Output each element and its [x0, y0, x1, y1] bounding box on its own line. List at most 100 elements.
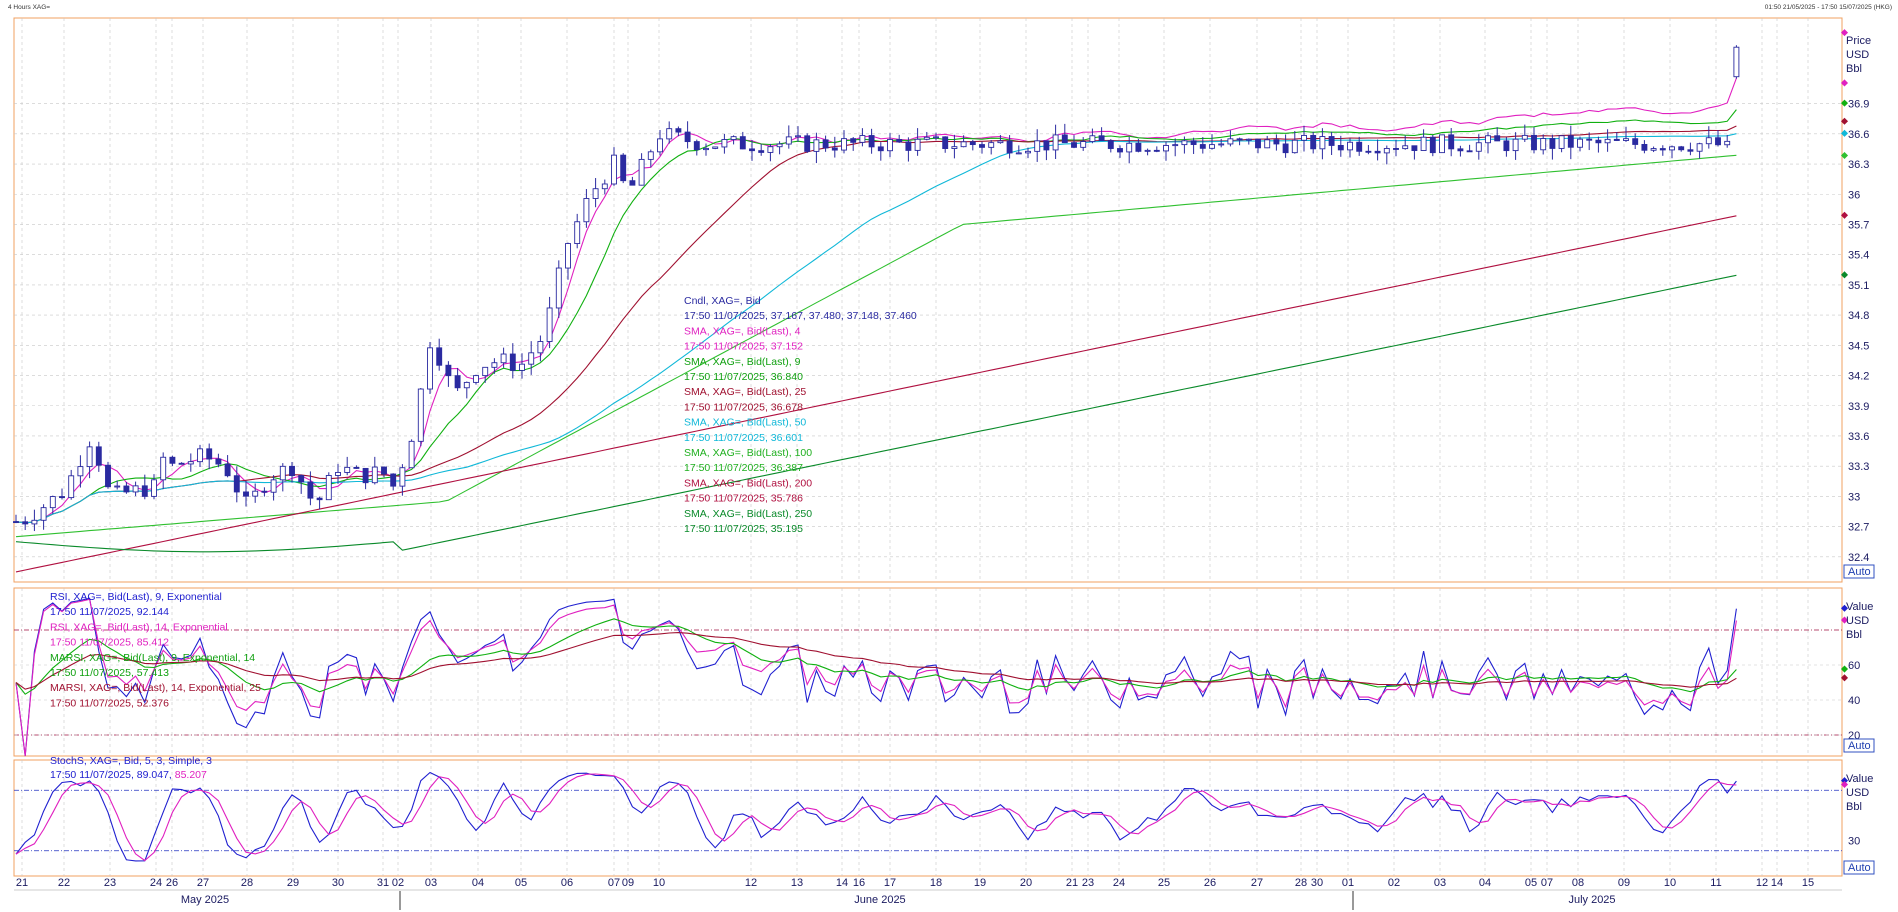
candle [1034, 129, 1041, 162]
candle [141, 474, 148, 500]
candle [1669, 145, 1675, 159]
candle [1457, 145, 1464, 157]
candle [758, 144, 765, 156]
candle [629, 176, 636, 186]
candle [114, 480, 121, 490]
candle [969, 139, 976, 151]
panel-frame [13, 759, 1843, 877]
candle [197, 444, 203, 467]
candle [335, 463, 341, 484]
candle [325, 472, 332, 501]
candle [1429, 134, 1436, 157]
candle [1733, 45, 1740, 79]
price-tick-label: 33.6 [1848, 431, 1869, 443]
candle [1724, 134, 1731, 148]
stoch-auto-button[interactable]: Auto [1843, 860, 1875, 875]
date-tick-label: 27 [197, 877, 209, 889]
date-tick-label: 05 [1525, 877, 1537, 889]
candle [1420, 129, 1427, 151]
price-tick-label: 32.4 [1848, 552, 1869, 564]
date-tick-label: 02 [1388, 877, 1400, 889]
price-candles[interactable] [13, 45, 1740, 532]
price-axis-title-3: Bbl [1846, 63, 1862, 75]
candle [1347, 138, 1353, 158]
candle [1356, 136, 1363, 156]
candle [1209, 134, 1215, 150]
candle [95, 441, 102, 472]
candle [1089, 128, 1096, 144]
price-auto-label: Auto [1848, 566, 1871, 578]
candle [215, 453, 222, 468]
date-tick-label: 25 [1158, 877, 1170, 889]
rsi-legend-line: 17:50 11/07/2025, 85.412 [50, 637, 169, 649]
date-tick-label: 24 [150, 877, 162, 889]
candle [1061, 123, 1068, 144]
candle [362, 467, 369, 490]
candle [1071, 135, 1077, 149]
stoch-panel[interactable] [14, 771, 1842, 862]
stoch-legend: 17:50 11/07/2025, 89.047, 85.207 StochS,… [50, 755, 212, 781]
stoch-legend-line: StochS, XAG=, Bid, 5, 3, Simple, 3 [50, 755, 212, 767]
candle [519, 353, 525, 379]
candle [491, 358, 498, 374]
candle [270, 475, 277, 501]
candle [620, 153, 627, 184]
price-legend-line: 17:50 11/07/2025, 35.195 [684, 523, 803, 535]
date-tick-label: 15 [1802, 877, 1814, 889]
candle [850, 137, 857, 151]
time-axis: 21 22 23 24 26 27 28 29 30 31 02 03 04 05 06 07 09 10 12 13… [16, 877, 1814, 910]
candle [528, 341, 535, 375]
candle [721, 133, 728, 154]
candle [243, 480, 249, 507]
candle [1448, 128, 1455, 157]
candle [693, 139, 700, 156]
stoch-k-line [15, 771, 1737, 862]
candle [1255, 138, 1261, 154]
candle [1080, 137, 1087, 151]
date-tick-label: 04 [1479, 877, 1491, 889]
rsi-legend: RSI, XAG=, Bid(Last), 9, Exponential 17:5… [50, 591, 261, 709]
rsi-auto-button[interactable]: Auto [1843, 738, 1875, 753]
sma-100-line [15, 154, 1737, 538]
candle [1659, 145, 1666, 156]
date-tick-label: 03 [1434, 877, 1446, 889]
candle [1310, 131, 1317, 154]
candle [1328, 131, 1335, 156]
candle [795, 126, 801, 142]
candle [546, 296, 553, 349]
candle [1218, 138, 1225, 148]
candle [224, 455, 231, 478]
candle [785, 125, 792, 149]
sma-25-line [15, 125, 1737, 524]
candle [638, 153, 645, 186]
price-tick-label: 35.1 [1848, 280, 1869, 292]
candle [583, 189, 590, 228]
candle [344, 456, 351, 476]
date-tick-label: 07 [608, 877, 620, 889]
candle [1696, 142, 1703, 159]
candle [1567, 125, 1574, 160]
date-tick-label: 17 [884, 877, 896, 889]
date-tick-label: 07 [1541, 877, 1553, 889]
price-legend: Cndl, XAG=, Bid 17:50 11/07/2025, 37.167,… [684, 295, 917, 535]
month-label: May 2025 [181, 894, 229, 906]
rsi-axis-title-1: Value [1846, 601, 1873, 613]
candle [132, 481, 139, 497]
candle [601, 179, 608, 195]
candle [1181, 136, 1188, 154]
candle [261, 487, 268, 497]
price-auto-button[interactable]: Auto [1843, 564, 1875, 579]
candle [1485, 132, 1491, 154]
candle [473, 374, 479, 385]
candle [942, 136, 949, 153]
candle [381, 466, 387, 478]
price-tick-label: 34.8 [1848, 310, 1869, 322]
rsi-legend-line: 17:50 11/07/2025, 52.376 [50, 697, 169, 709]
rsi-panel[interactable] [14, 597, 1842, 757]
candle [997, 135, 1004, 144]
date-tick-label: 08 [1572, 877, 1584, 889]
price-tick-label: 32.7 [1848, 522, 1869, 534]
sma-9-line [15, 109, 1737, 524]
date-tick-label: 01 [1342, 877, 1354, 889]
